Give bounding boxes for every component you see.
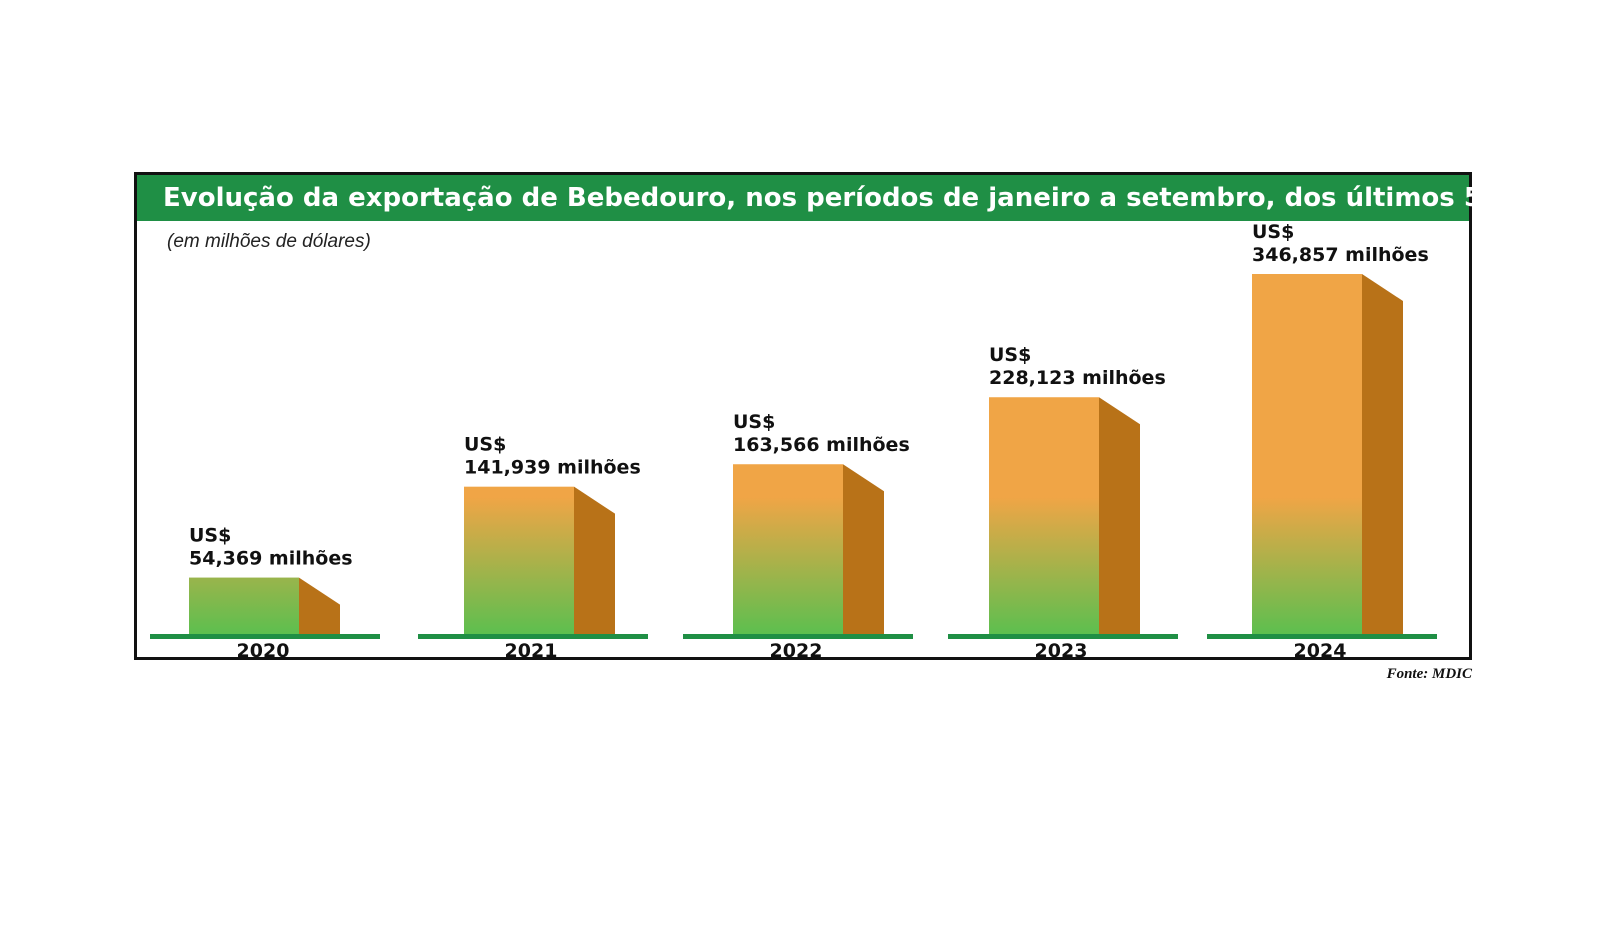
baseline-2022 xyxy=(683,634,913,639)
category-label-2020: 2020 xyxy=(237,640,290,662)
bar-2021 xyxy=(464,486,574,634)
bar-2020 xyxy=(189,577,299,634)
value-label-currency-2021: US$ xyxy=(464,434,506,456)
category-label-2021: 2021 xyxy=(505,640,558,662)
baseline-2021 xyxy=(418,634,648,639)
value-label-2024: 346,857 milhões xyxy=(1252,244,1429,266)
bar-2022 xyxy=(733,464,843,634)
baseline-2020 xyxy=(150,634,380,639)
source-note: Fonte: MDIC xyxy=(1386,666,1472,682)
bar-side-2022 xyxy=(843,464,884,634)
baseline-2024 xyxy=(1207,634,1437,639)
bar-side-2021 xyxy=(574,486,615,634)
bar-side-2024 xyxy=(1362,274,1403,634)
value-label-2022: 163,566 milhões xyxy=(733,434,910,456)
value-label-currency-2022: US$ xyxy=(733,411,775,433)
category-label-2023: 2023 xyxy=(1035,640,1088,662)
value-label-currency-2024: US$ xyxy=(1252,221,1294,243)
value-label-2020: 54,369 milhões xyxy=(189,548,353,570)
bar-side-2020 xyxy=(299,577,340,634)
bar-2024 xyxy=(1252,274,1362,634)
bar-side-2023 xyxy=(1099,397,1140,634)
value-label-currency-2020: US$ xyxy=(189,525,231,547)
value-label-2023: 228,123 milhões xyxy=(989,367,1166,389)
category-label-2024: 2024 xyxy=(1294,640,1347,662)
category-label-2022: 2022 xyxy=(770,640,823,662)
chart-subtitle: (em milhões de dólares) xyxy=(167,231,371,252)
baseline-2023 xyxy=(948,634,1178,639)
bar-2023 xyxy=(989,397,1099,634)
value-label-currency-2023: US$ xyxy=(989,344,1031,366)
chart-title: Evolução da exportação de Bebedouro, nos… xyxy=(137,175,1560,221)
value-label-2021: 141,939 milhões xyxy=(464,457,641,479)
